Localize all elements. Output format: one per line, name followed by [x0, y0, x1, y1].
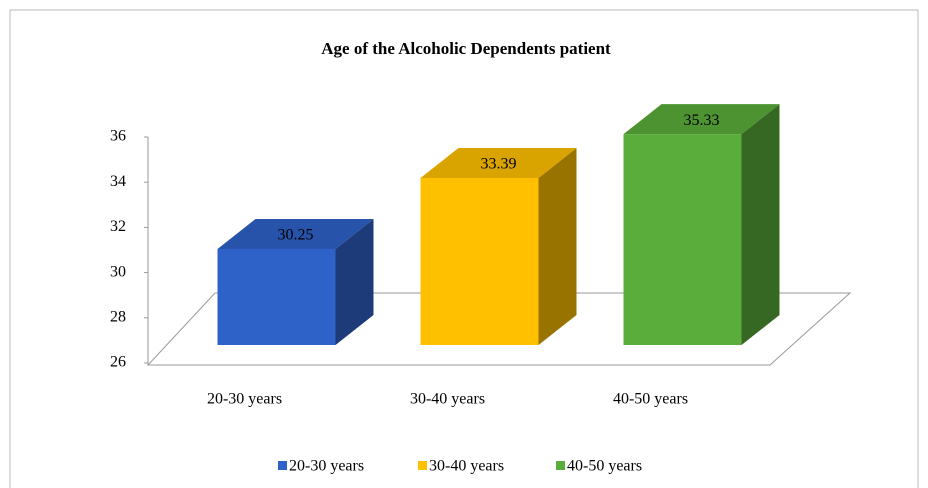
- x-tick-label: 30-40 years: [410, 391, 485, 408]
- bar-side: [741, 104, 780, 345]
- bar: [420, 177, 539, 345]
- legend-label: 30-40 years: [429, 458, 504, 475]
- y-tick-label: 32: [110, 218, 126, 235]
- legend-swatch: [418, 461, 427, 470]
- chart-title: Age of the Alcoholic Dependents patient: [321, 39, 611, 58]
- y-tick-label: 30: [110, 263, 126, 280]
- bar-side: [538, 147, 577, 345]
- legend-label: 40-50 years: [567, 458, 642, 475]
- y-tick-label: 36: [110, 128, 126, 145]
- x-tick-label: 40-50 years: [613, 391, 688, 408]
- data-label: 33.39: [481, 156, 517, 173]
- bar: [623, 134, 742, 345]
- y-tick-label: 34: [110, 173, 126, 190]
- bar-top: [623, 104, 780, 135]
- legend-swatch: [278, 461, 287, 470]
- x-tick-label: 20-30 years: [207, 391, 282, 408]
- bar-top: [420, 147, 577, 178]
- bar: [217, 248, 336, 345]
- legend-swatch: [556, 461, 565, 470]
- bar-top: [217, 218, 374, 249]
- bar-side: [335, 218, 374, 345]
- data-label: 30.25: [278, 227, 314, 244]
- y-tick-label: 28: [110, 308, 126, 325]
- data-label: 35.33: [684, 112, 720, 129]
- y-tick-label: 26: [110, 354, 126, 371]
- legend-label: 20-30 years: [289, 458, 364, 475]
